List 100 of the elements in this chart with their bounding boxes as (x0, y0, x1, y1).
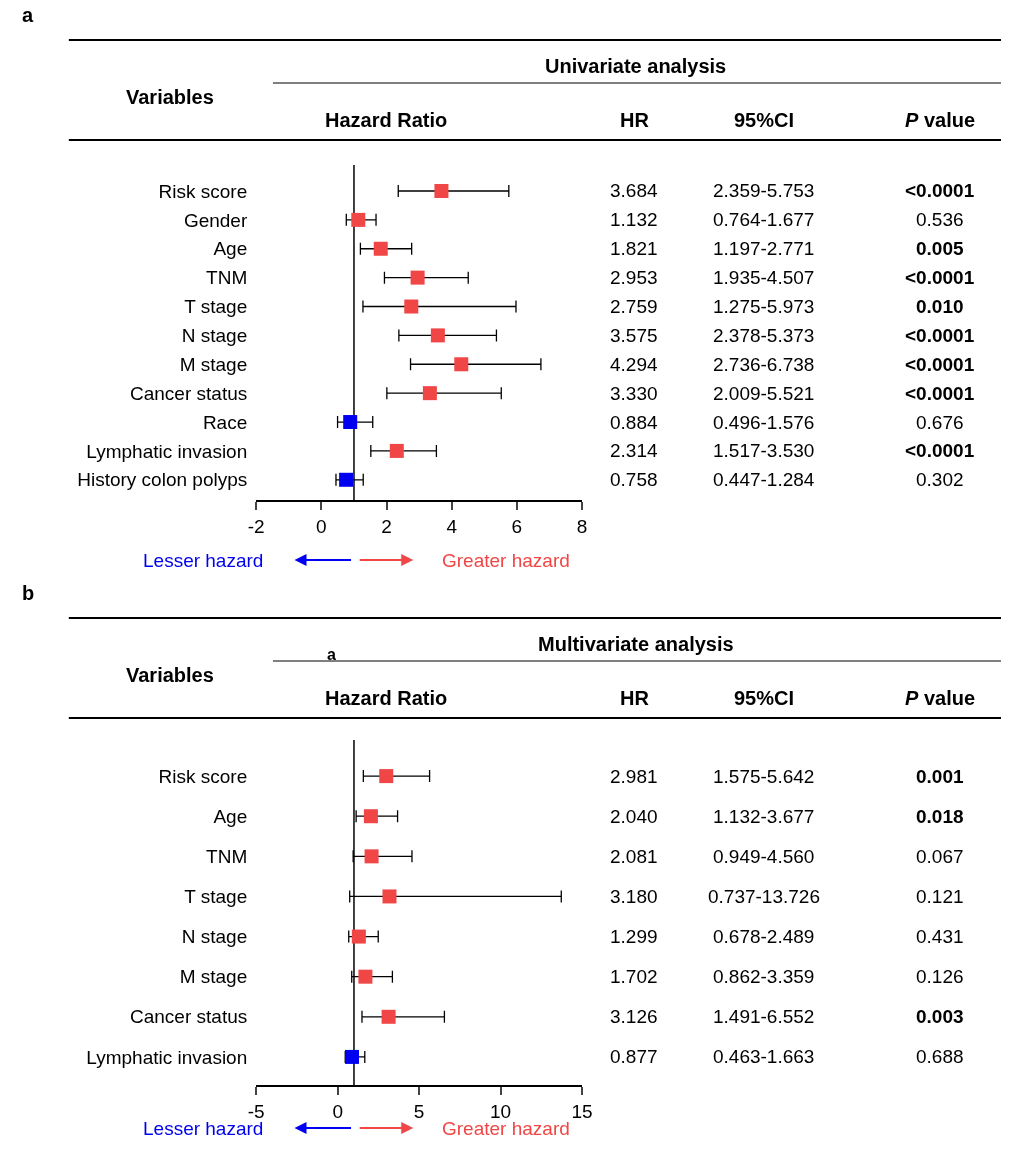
data-label: 0.877 (610, 1046, 658, 1067)
text: <0.0001 (905, 325, 975, 346)
text: 0.862-3.359 (713, 966, 815, 987)
y-axis-title: Variables (126, 86, 214, 108)
y-tick-label: M stage (179, 353, 248, 375)
text: <0.0001 (905, 383, 975, 404)
y-tick-label: Cancer status (130, 382, 248, 404)
x-tick-label: 5 (413, 1100, 425, 1122)
data-label: 0.758 (610, 469, 658, 490)
data-label: 1.132 (610, 209, 658, 230)
text: 0.764-1.677 (713, 209, 815, 230)
text: 0.496-1.576 (713, 412, 815, 433)
y-tick-label: N stage (181, 926, 248, 948)
text: 1.197-2.771 (713, 238, 815, 259)
text: 0.302 (916, 469, 964, 490)
x-tick-label: 0 (316, 515, 327, 537)
data-label: 3.330 (610, 383, 658, 404)
x-tick-label: 15 (571, 1100, 593, 1122)
text: 0.067 (916, 846, 964, 867)
data-label: 3.684 (610, 180, 658, 201)
x-tick-label: 2 (381, 515, 392, 537)
y-tick-label: Risk score (158, 765, 248, 787)
text: 0.688 (916, 1046, 964, 1067)
text: Univariate analysis (545, 55, 727, 77)
text: 2.736-6.738 (713, 354, 815, 375)
data-label: 2.314 (610, 440, 658, 461)
text: 0.121 (916, 886, 964, 907)
text: Greater hazard (442, 550, 570, 571)
data-label: 3.575 (610, 325, 658, 346)
text: 1.935-4.507 (713, 267, 815, 288)
text: 1.132-3.677 (713, 806, 815, 827)
data-label: 2.759 (610, 296, 658, 317)
text: 95%CI (734, 687, 795, 709)
x-tick-label: -2 (247, 515, 265, 537)
text: 0.447-1.284 (713, 469, 815, 490)
text: HR (620, 687, 650, 709)
text: 2.378-5.373 (713, 325, 815, 346)
text: 0.678-2.489 (713, 926, 815, 947)
text: a (22, 4, 34, 26)
y-tick-label: Race (202, 411, 248, 433)
text: 2.359-5.753 (713, 180, 815, 201)
x-tick-label: 6 (511, 515, 523, 537)
y-tick-label: Cancer status (130, 1006, 248, 1028)
text: 1.275-5.973 (713, 296, 815, 317)
data-label: 2.081 (610, 846, 658, 867)
data-label: 1.821 (610, 238, 658, 259)
text: 95%CI (734, 109, 795, 131)
y-tick-label: Age (213, 805, 248, 827)
text: <0.0001 (905, 354, 975, 375)
y-tick-label: N stage (181, 325, 248, 347)
y-tick-label: T stage (184, 886, 248, 908)
text: 2.009-5.521 (713, 383, 815, 404)
data-label: 3.126 (610, 1006, 658, 1027)
text: P value (905, 687, 976, 709)
text: 1.575-5.642 (713, 766, 815, 787)
text: HR (620, 109, 650, 131)
y-tick-label: M stage (179, 966, 248, 988)
text: P value (905, 109, 976, 131)
text: 0.431 (916, 926, 964, 947)
text: 1.491-6.552 (713, 1006, 815, 1027)
text: 0.737-13.726 (708, 886, 820, 907)
y-tick-label: Risk score (158, 180, 248, 202)
x-tick-label: 0 (332, 1100, 343, 1122)
text: 1.517-3.530 (713, 440, 815, 461)
data-label: 2.981 (610, 766, 658, 787)
text: a (327, 646, 336, 663)
text: 0.949-4.560 (713, 846, 815, 867)
y-tick-label: Lymphatic invasion (86, 1046, 248, 1068)
y-tick-label: Age (213, 238, 248, 260)
data-label: 1.702 (610, 966, 658, 987)
x-tick-label: 8 (576, 515, 588, 537)
text: 0.018 (916, 806, 964, 827)
text: 0.003 (916, 1006, 964, 1027)
text: b (22, 582, 35, 604)
data-label: 3.180 (610, 886, 658, 907)
text: <0.0001 (905, 440, 975, 461)
text: 0.536 (916, 209, 964, 230)
x-axis-title: Hazard Ratio (325, 687, 448, 709)
x-tick-label: 4 (446, 515, 458, 537)
text: Multivariate analysis (538, 633, 734, 655)
text: 0.676 (916, 412, 964, 433)
data-label: 2.040 (610, 806, 658, 827)
data-label: 1.299 (610, 926, 658, 947)
text: <0.0001 (905, 180, 975, 201)
data-label: 2.953 (610, 267, 658, 288)
y-axis-title: Variables (126, 664, 214, 686)
y-tick-label: Lymphatic invasion (86, 440, 248, 462)
text: 0.001 (916, 766, 964, 787)
text: 0.126 (916, 966, 964, 987)
data-label: 0.884 (610, 412, 658, 433)
y-tick-label: History colon polyps (77, 469, 248, 491)
y-tick-label: T stage (184, 296, 248, 318)
y-tick-label: TNM (206, 845, 248, 867)
text: <0.0001 (905, 267, 975, 288)
x-axis-title: Hazard Ratio (325, 109, 448, 131)
text: 0.463-1.663 (713, 1046, 815, 1067)
data-label: 4.294 (610, 354, 658, 375)
y-tick-label: TNM (206, 267, 248, 289)
text: 0.010 (916, 296, 964, 317)
text: 0.005 (916, 238, 964, 259)
